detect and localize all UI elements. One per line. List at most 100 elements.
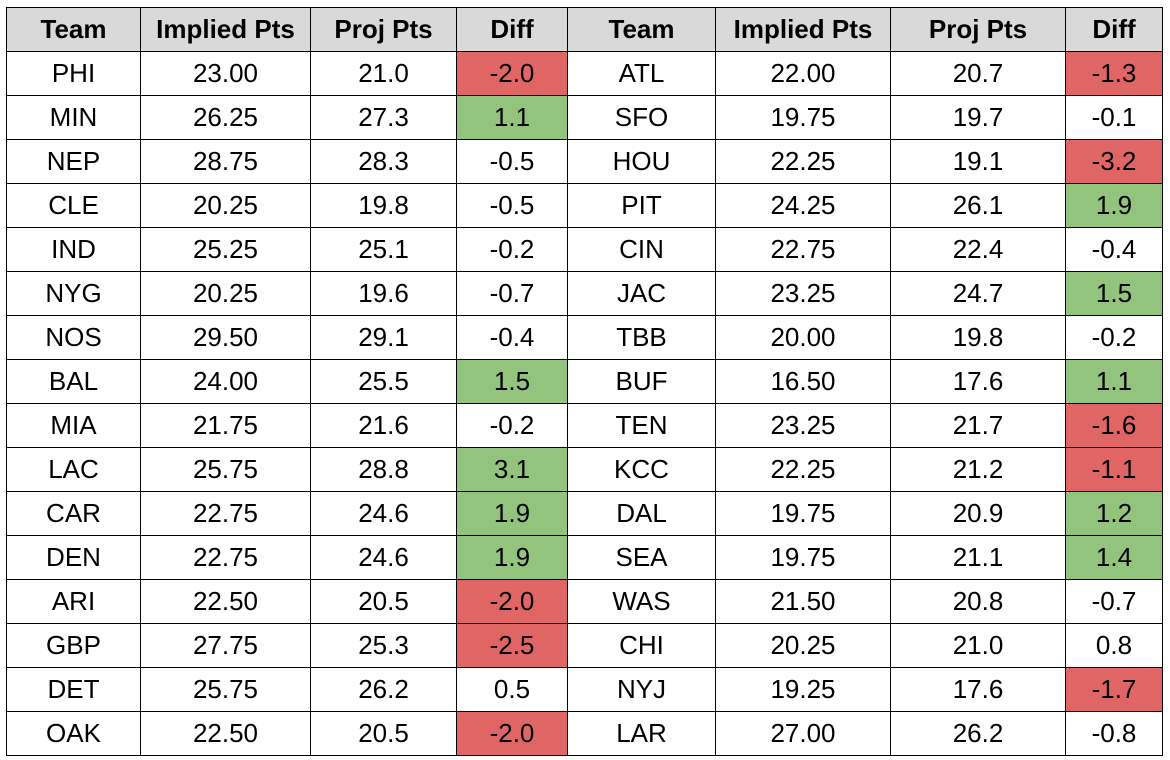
proj-pts-cell[interactable]: 21.0 <box>310 51 457 96</box>
implied-pts-cell[interactable]: 22.50 <box>140 579 311 624</box>
proj-pts-cell[interactable]: 22.4 <box>890 227 1066 272</box>
proj-pts-cell[interactable]: 28.8 <box>310 447 457 492</box>
implied-pts-cell[interactable]: 20.25 <box>140 271 311 316</box>
implied-pts-cell[interactable]: 21.50 <box>715 579 891 624</box>
diff-cell[interactable]: -2.0 <box>456 711 568 756</box>
diff-cell[interactable]: 1.9 <box>1065 183 1163 228</box>
implied-pts-cell[interactable]: 20.00 <box>715 315 891 360</box>
implied-pts-cell[interactable]: 22.25 <box>715 447 891 492</box>
team-cell[interactable]: GBP <box>6 623 141 668</box>
proj-pts-cell[interactable]: 29.1 <box>310 315 457 360</box>
team-cell[interactable]: MIN <box>6 95 141 140</box>
proj-pts-cell[interactable]: 19.1 <box>890 139 1066 184</box>
diff-cell[interactable]: 0.8 <box>1065 623 1163 668</box>
proj-pts-cell[interactable]: 25.5 <box>310 359 457 404</box>
team-cell[interactable]: LAR <box>567 711 716 756</box>
diff-cell[interactable]: -1.6 <box>1065 403 1163 448</box>
implied-pts-cell[interactable]: 25.25 <box>140 227 311 272</box>
proj-pts-cell[interactable]: 21.6 <box>310 403 457 448</box>
proj-pts-cell[interactable]: 20.9 <box>890 491 1066 536</box>
proj-pts-cell[interactable]: 25.3 <box>310 623 457 668</box>
implied-pts-cell[interactable]: 22.75 <box>140 535 311 580</box>
team-cell[interactable]: NYJ <box>567 667 716 712</box>
team-cell[interactable]: IND <box>6 227 141 272</box>
diff-cell[interactable]: -1.7 <box>1065 667 1163 712</box>
team-cell[interactable]: ATL <box>567 51 716 96</box>
proj-pts-cell[interactable]: 17.6 <box>890 359 1066 404</box>
diff-cell[interactable]: -1.1 <box>1065 447 1163 492</box>
proj-pts-cell[interactable]: 20.5 <box>310 711 457 756</box>
implied-pts-cell[interactable]: 22.00 <box>715 51 891 96</box>
diff-cell[interactable]: -2.0 <box>456 51 568 96</box>
proj-pts-cell[interactable]: 26.2 <box>310 667 457 712</box>
proj-pts-cell[interactable]: 20.7 <box>890 51 1066 96</box>
diff-cell[interactable]: 1.5 <box>456 359 568 404</box>
diff-cell[interactable]: -2.0 <box>456 579 568 624</box>
diff-cell[interactable]: -0.2 <box>1065 315 1163 360</box>
implied-pts-cell[interactable]: 25.75 <box>140 447 311 492</box>
diff-cell[interactable]: 1.1 <box>456 95 568 140</box>
proj-pts-cell[interactable]: 21.7 <box>890 403 1066 448</box>
implied-pts-cell[interactable]: 19.75 <box>715 535 891 580</box>
team-cell[interactable]: KCC <box>567 447 716 492</box>
diff-cell[interactable]: -0.7 <box>1065 579 1163 624</box>
proj-pts-cell[interactable]: 26.2 <box>890 711 1066 756</box>
diff-cell[interactable]: -0.2 <box>456 403 568 448</box>
implied-pts-cell[interactable]: 22.50 <box>140 711 311 756</box>
diff-cell[interactable]: -0.4 <box>1065 227 1163 272</box>
header-cell[interactable]: Implied Pts <box>715 7 891 52</box>
diff-cell[interactable]: 0.5 <box>456 667 568 712</box>
team-cell[interactable]: SEA <box>567 535 716 580</box>
implied-pts-cell[interactable]: 19.25 <box>715 667 891 712</box>
diff-cell[interactable]: 1.1 <box>1065 359 1163 404</box>
diff-cell[interactable]: -0.1 <box>1065 95 1163 140</box>
proj-pts-cell[interactable]: 27.3 <box>310 95 457 140</box>
team-cell[interactable]: DEN <box>6 535 141 580</box>
proj-pts-cell[interactable]: 24.6 <box>310 491 457 536</box>
diff-cell[interactable]: -2.5 <box>456 623 568 668</box>
team-cell[interactable]: PIT <box>567 183 716 228</box>
implied-pts-cell[interactable]: 23.25 <box>715 271 891 316</box>
implied-pts-cell[interactable]: 29.50 <box>140 315 311 360</box>
implied-pts-cell[interactable]: 26.25 <box>140 95 311 140</box>
implied-pts-cell[interactable]: 22.75 <box>715 227 891 272</box>
diff-cell[interactable]: 1.5 <box>1065 271 1163 316</box>
proj-pts-cell[interactable]: 21.0 <box>890 623 1066 668</box>
proj-pts-cell[interactable]: 19.8 <box>310 183 457 228</box>
proj-pts-cell[interactable]: 28.3 <box>310 139 457 184</box>
team-cell[interactable]: BUF <box>567 359 716 404</box>
implied-pts-cell[interactable]: 16.50 <box>715 359 891 404</box>
team-cell[interactable]: NOS <box>6 315 141 360</box>
team-cell[interactable]: NEP <box>6 139 141 184</box>
team-cell[interactable]: CHI <box>567 623 716 668</box>
team-cell[interactable]: DAL <box>567 491 716 536</box>
diff-cell[interactable]: -0.7 <box>456 271 568 316</box>
implied-pts-cell[interactable]: 22.75 <box>140 491 311 536</box>
implied-pts-cell[interactable]: 24.25 <box>715 183 891 228</box>
proj-pts-cell[interactable]: 25.1 <box>310 227 457 272</box>
team-cell[interactable]: LAC <box>6 447 141 492</box>
diff-cell[interactable]: -0.5 <box>456 139 568 184</box>
proj-pts-cell[interactable]: 19.8 <box>890 315 1066 360</box>
header-cell[interactable]: Diff <box>456 7 568 52</box>
diff-cell[interactable]: -0.8 <box>1065 711 1163 756</box>
diff-cell[interactable]: 1.4 <box>1065 535 1163 580</box>
diff-cell[interactable]: 1.9 <box>456 535 568 580</box>
header-cell[interactable]: Proj Pts <box>310 7 457 52</box>
header-cell[interactable]: Team <box>567 7 716 52</box>
diff-cell[interactable]: -0.2 <box>456 227 568 272</box>
proj-pts-cell[interactable]: 19.7 <box>890 95 1066 140</box>
team-cell[interactable]: TBB <box>567 315 716 360</box>
diff-cell[interactable]: -0.5 <box>456 183 568 228</box>
diff-cell[interactable]: -0.4 <box>456 315 568 360</box>
implied-pts-cell[interactable]: 28.75 <box>140 139 311 184</box>
implied-pts-cell[interactable]: 23.00 <box>140 51 311 96</box>
implied-pts-cell[interactable]: 19.75 <box>715 95 891 140</box>
proj-pts-cell[interactable]: 20.8 <box>890 579 1066 624</box>
proj-pts-cell[interactable]: 19.6 <box>310 271 457 316</box>
team-cell[interactable]: WAS <box>567 579 716 624</box>
team-cell[interactable]: MIA <box>6 403 141 448</box>
team-cell[interactable]: SFO <box>567 95 716 140</box>
proj-pts-cell[interactable]: 21.1 <box>890 535 1066 580</box>
diff-cell[interactable]: 1.9 <box>456 491 568 536</box>
